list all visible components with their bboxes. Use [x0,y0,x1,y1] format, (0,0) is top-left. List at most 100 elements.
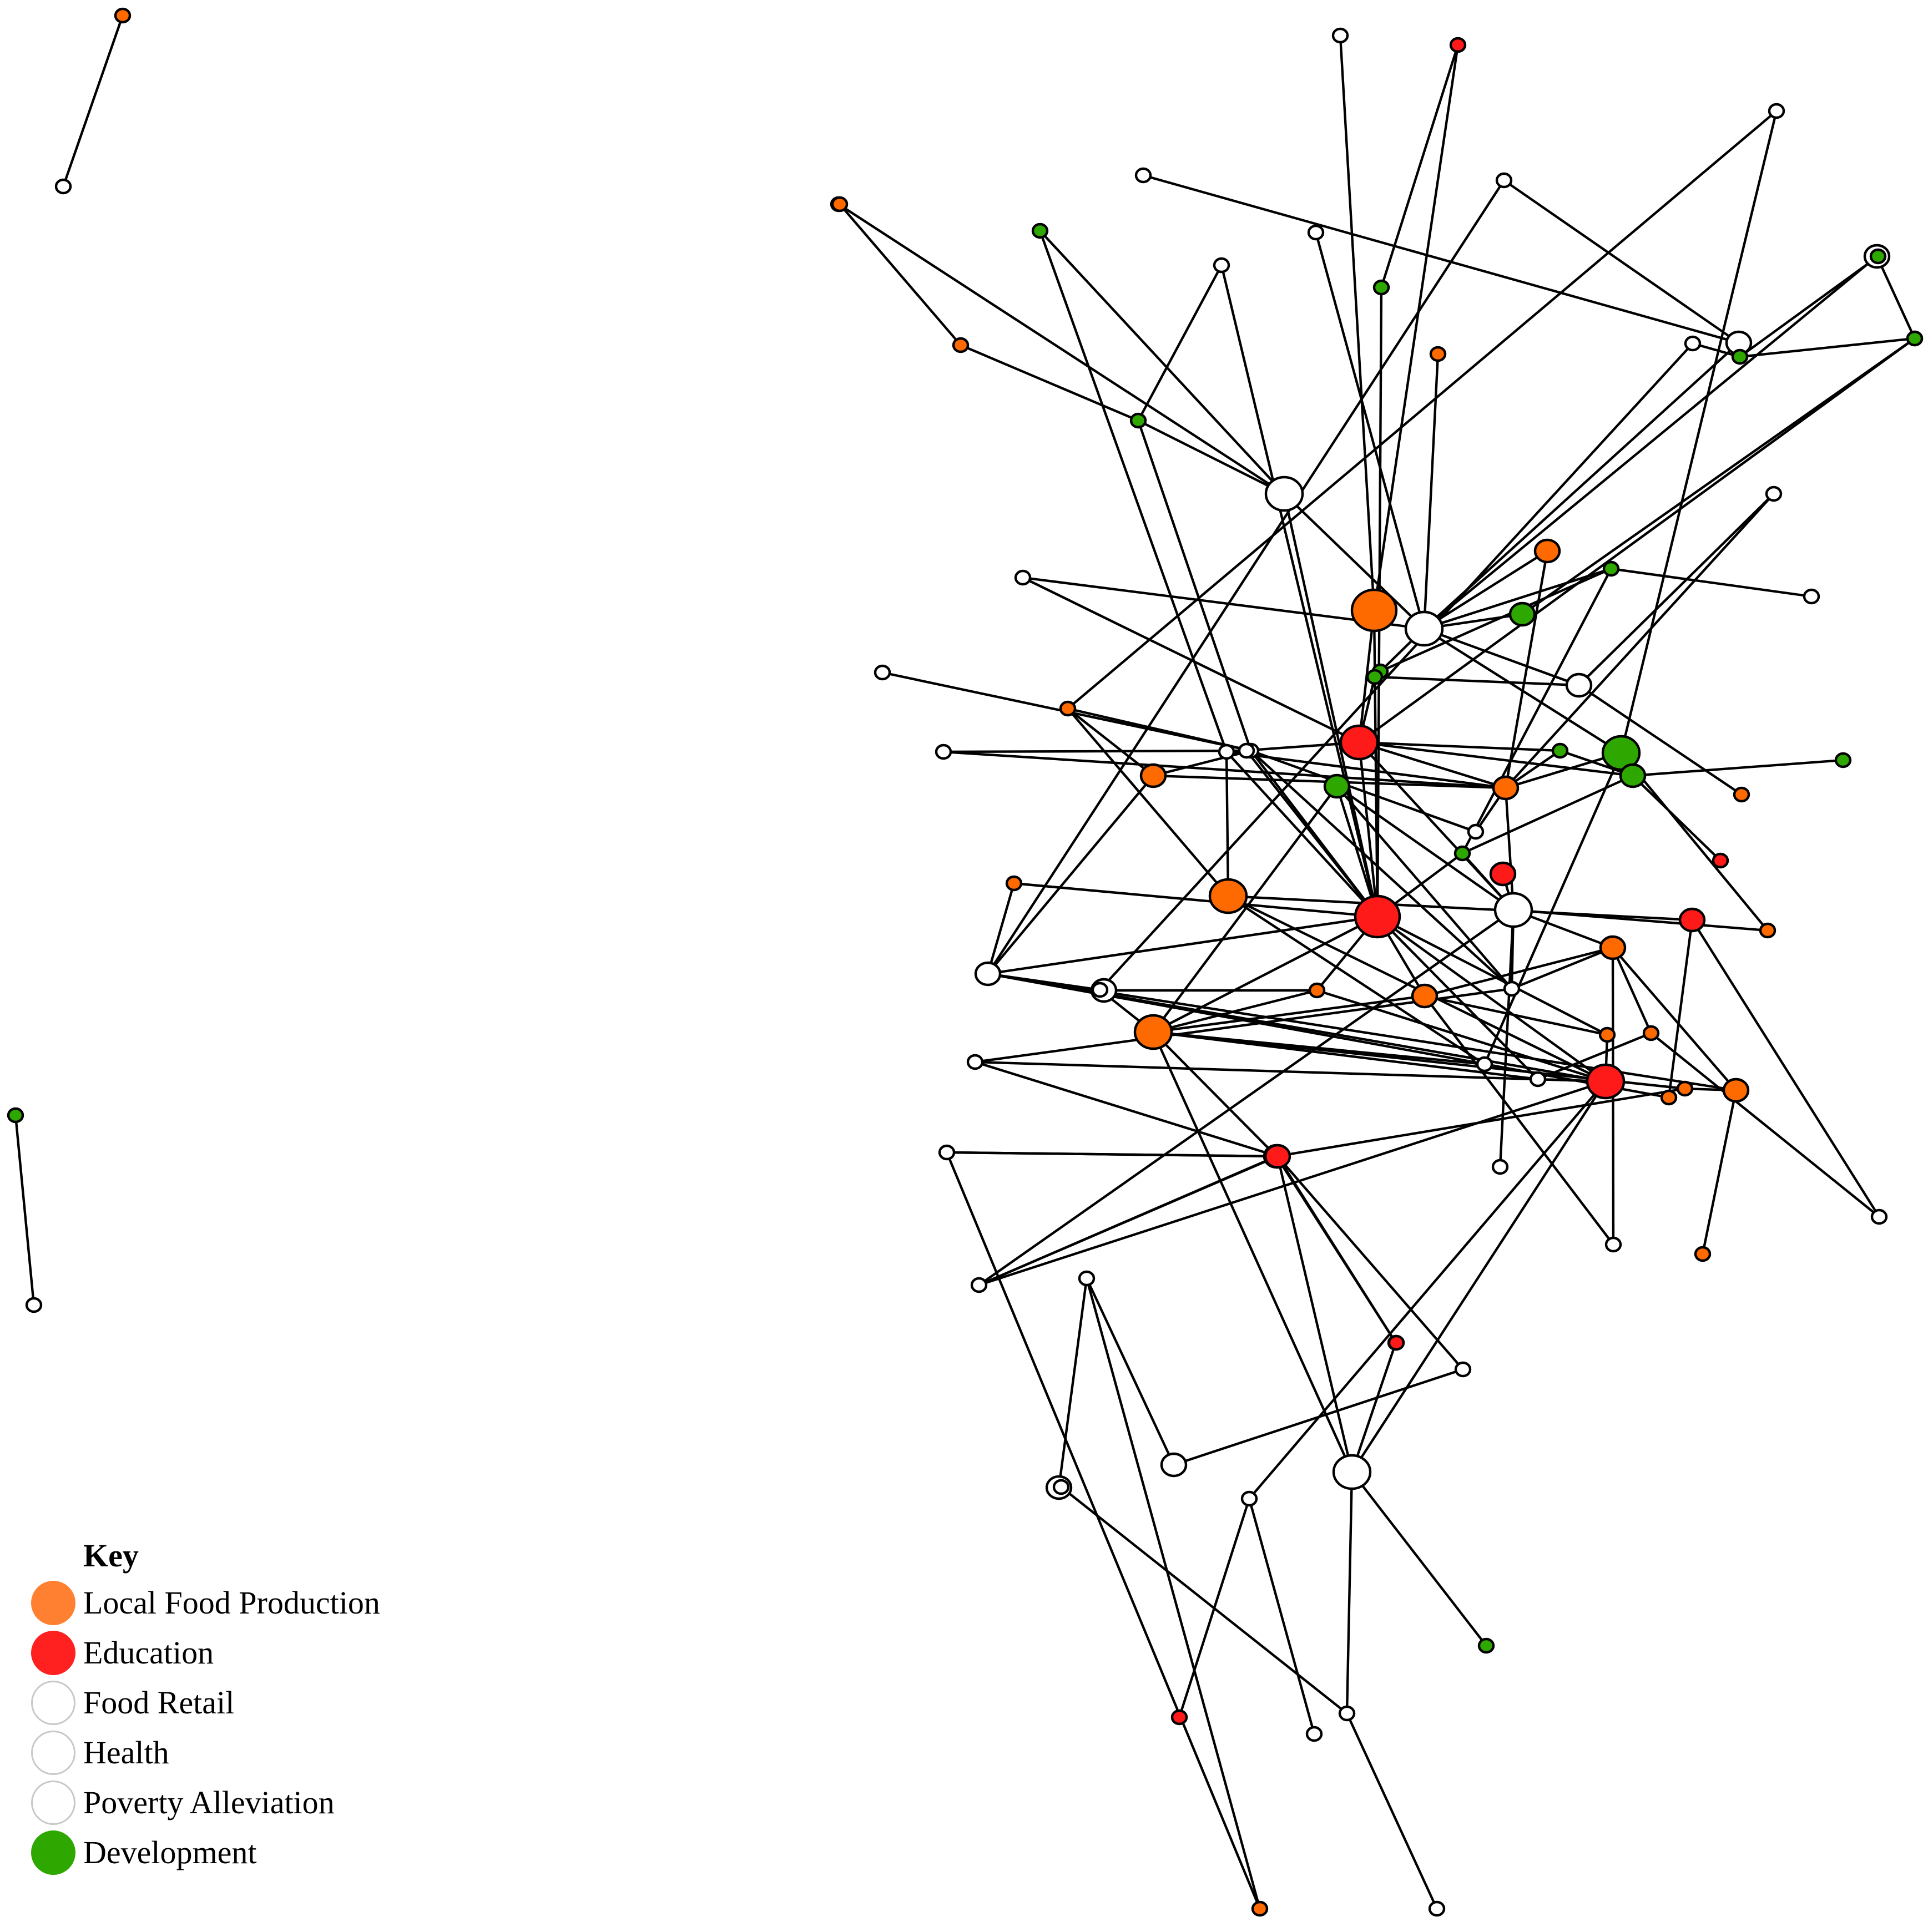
node-c6 [1366,669,1384,685]
edge-c22-c24 [1335,786,1379,917]
node-c33 [1678,907,1706,933]
node-b1 [1160,1452,1188,1478]
node-c53 [970,1277,988,1293]
node-c24 [1354,894,1401,939]
node-c38 [1308,982,1326,999]
edge-c24-c31 [1013,882,1378,918]
edge-r6-r7 [1611,567,1812,598]
legend-label: Development [83,1834,257,1870]
node-c12 [1551,742,1569,759]
node-c26 [1759,922,1776,939]
edge-c25-c53 [978,909,1515,1286]
legend-label: Poverty Alleviation [83,1784,335,1820]
edge-t17-t18 [1138,419,1285,495]
edge-c11-c16 [943,750,1506,790]
node-c8 [874,664,891,681]
edge-c53-c59 [978,1155,1278,1287]
edge-c3-c7 [1424,627,1579,687]
edge-c33-c41 [1667,919,1694,1098]
node-c58 [1387,1334,1405,1351]
edge-c6-c7 [1374,675,1579,687]
edge-t2-c2 [1372,44,1460,611]
edge-c9-c12 [1359,741,1561,752]
node-c11 [1492,775,1520,801]
node-c40 [1598,1026,1616,1043]
node-b10 [1428,1900,1446,1917]
node-c21 [1467,823,1485,840]
edge-c34-c36 [1511,946,1613,990]
edge-c35-c62 [1424,995,1614,1246]
node-c41 [1660,1089,1678,1106]
edge-r6-r8 [1380,567,1612,673]
edge-c47-b3 [1152,1031,1354,1473]
edge-c60-b1 [1086,1278,1175,1465]
edge-c45-c46 [1537,1031,1652,1081]
node-c34 [1599,935,1627,960]
edge-r6-c30 [1461,568,1612,854]
edge-t16-c3 [1422,353,1440,629]
edge-r5-c11 [1505,493,1775,789]
edge-r5-c7 [1578,493,1775,686]
node-b8 [1338,1705,1356,1722]
node-c30 [1453,845,1471,862]
node-c52 [938,1144,956,1161]
edge-c3-c10 [1423,628,1622,754]
edge-c10-c26 [1620,752,1769,932]
edge-c38-c47 [1153,989,1318,1034]
node-c48 [1091,982,1109,998]
node-c61 [1454,1361,1472,1378]
edge-c33-c44 [1691,919,1880,1218]
edge-c18-c19 [1067,707,1154,777]
node-c56 [1251,1900,1269,1917]
legend-swatch-education [31,1631,75,1675]
node-c20 [1218,744,1235,760]
edge-c54-c59 [975,1060,1278,1158]
node-t17 [1264,476,1304,512]
edge-c56-c60 [1085,1278,1261,1909]
legend: Key Local Food Production Education Food… [31,1534,380,1878]
node-c25 [1493,892,1533,928]
edge-c18-c28 [1067,707,1229,897]
edge-r2-r3 [1739,255,1879,358]
edge-t18-c17 [1137,420,1253,751]
edge-t10-t18 [960,343,1139,422]
edge-c1-c3 [1423,550,1548,630]
edge-c38-c42 [1316,989,1606,1083]
edge-c13-c23 [1632,775,1722,862]
node-c1 [1533,538,1561,564]
node-t18 [1129,412,1147,429]
node-c16 [935,744,952,760]
node-c13 [1619,763,1647,788]
node-c27 [1489,861,1517,887]
edge-r2-r4 [1739,337,1915,358]
edge-c9-c11 [1359,741,1506,790]
node-c3 [1404,610,1444,647]
legend-item-local-food-production: Local Food Production [31,1578,380,1628]
legend-swatch-local-food-production [31,1581,75,1625]
edge-t15-c9 [1358,337,1916,744]
edge-t12-t18 [1137,264,1223,422]
node-b3 [1332,1454,1372,1490]
node-c4 [1508,601,1536,627]
edge-c34-c39 [1612,947,1737,1091]
node-iso2a [7,1107,24,1124]
node-c28 [1208,878,1248,914]
node-c15 [1733,786,1750,803]
edge-t15-c4 [1521,337,1916,615]
edge-b8-b9 [1060,1486,1348,1714]
edge-c20-c28 [1225,751,1230,897]
edge-t2-t11 [1380,44,1460,288]
edge-c34-c45 [1611,947,1653,1034]
edge-t17-c24 [1283,493,1379,917]
node-c62 [1604,1236,1622,1253]
legend-swatch-development [31,1830,75,1875]
edge-c28-c33 [1228,894,1693,922]
node-r1 [1684,335,1702,352]
edge-b4-b7 [1248,1498,1316,1734]
edge-c13-c14 [1632,758,1844,777]
edge-c22-c47 [1152,785,1338,1033]
node-t2 [1449,37,1467,53]
edge-c35-c47 [1153,994,1425,1034]
edge-c1-c11 [1504,550,1549,788]
